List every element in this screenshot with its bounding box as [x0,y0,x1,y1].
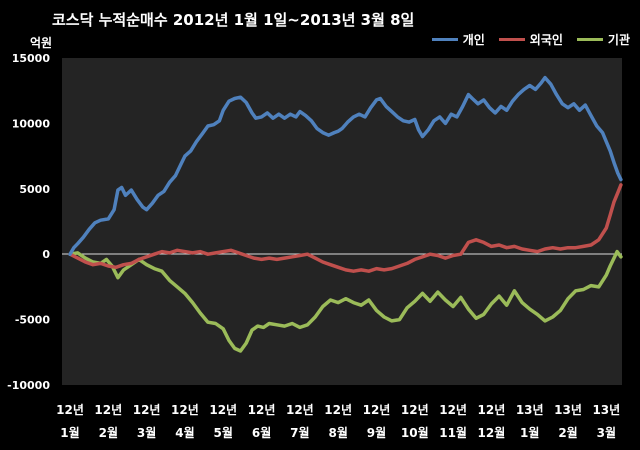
series-line-0 [68,75,623,256]
y-tick-label: 10000 [12,117,51,130]
x-tick-label: 12년 [478,403,506,417]
series-line-2 [68,249,623,353]
legend-label-institution: 기관 [607,33,630,47]
y-tick-label: 5000 [19,183,50,196]
x-tick-label: 3월 [597,425,616,440]
y-tick-label: 15000 [12,52,51,65]
legend-item-individual: 개인 [431,31,485,48]
x-tick-label: 12년 [209,403,237,417]
x-tick-label: 13년 [554,403,582,417]
x-tick-label: 12년 [94,403,122,417]
legend-label-individual: 개인 [462,33,485,47]
y-tick-label: 0 [42,248,50,261]
chart-title: 코스닥 누적순매수 2012년 1월 1일~2013년 3월 8일 [52,11,415,29]
series-line-1 [68,183,623,273]
x-tick-label: 12년 [56,403,84,417]
x-tick-label: 6월 [252,425,271,440]
y-axis: 15000 10000 5000 0 -5000 -10000 [7,52,50,392]
legend: 개인 외국인 기관 [431,31,630,48]
x-tick-label: 9월 [367,425,386,440]
x-tick-label: 10월 [401,425,429,440]
x-tick-label: 8월 [328,425,347,440]
x-tick-label: 7월 [290,425,309,440]
x-tick-label: 5월 [214,425,233,440]
x-tick-label: 1월 [60,425,79,440]
x-tick-label: 12년 [363,403,391,417]
x-tick-label: 12년 [171,403,199,417]
legend-item-foreign: 외국인 [498,31,563,48]
y-tick-label: -5000 [15,314,51,327]
x-tick-label: 12년 [133,403,161,417]
x-tick-label: 12년 [248,403,276,417]
x-tick-label: 2월 [99,425,118,440]
legend-swatch-individual [431,38,458,41]
x-tick-label: 12년 [439,403,467,417]
x-tick-label: 12년 [324,403,352,417]
y-tick-label: -10000 [7,379,50,392]
x-tick-label: 2월 [558,425,577,440]
x-tick-label: 11월 [439,425,467,440]
plot-area [62,58,622,385]
legend-item-institution: 기관 [576,31,630,48]
x-tick-label: 13년 [592,403,620,417]
y-axis-unit: 억원 [30,36,53,50]
legend-swatch-foreign [498,38,525,41]
x-tick-label: 4월 [175,425,194,440]
x-tick-label: 13년 [516,403,544,417]
x-tick-label: 3월 [137,425,156,440]
x-tick-label: 12년 [286,403,314,417]
legend-swatch-institution [576,38,603,41]
x-tick-label: 12년 [401,403,429,417]
series-lines [68,75,623,353]
x-tick-label: 12월 [478,425,506,440]
legend-label-foreign: 외국인 [529,33,563,47]
x-tick-label: 1월 [520,425,539,440]
x-axis: 12년 1월 12년 2월 12년 3월 12년 4월 12년 5월 12년 6월 12년 7월 12년 8월… [56,403,620,440]
